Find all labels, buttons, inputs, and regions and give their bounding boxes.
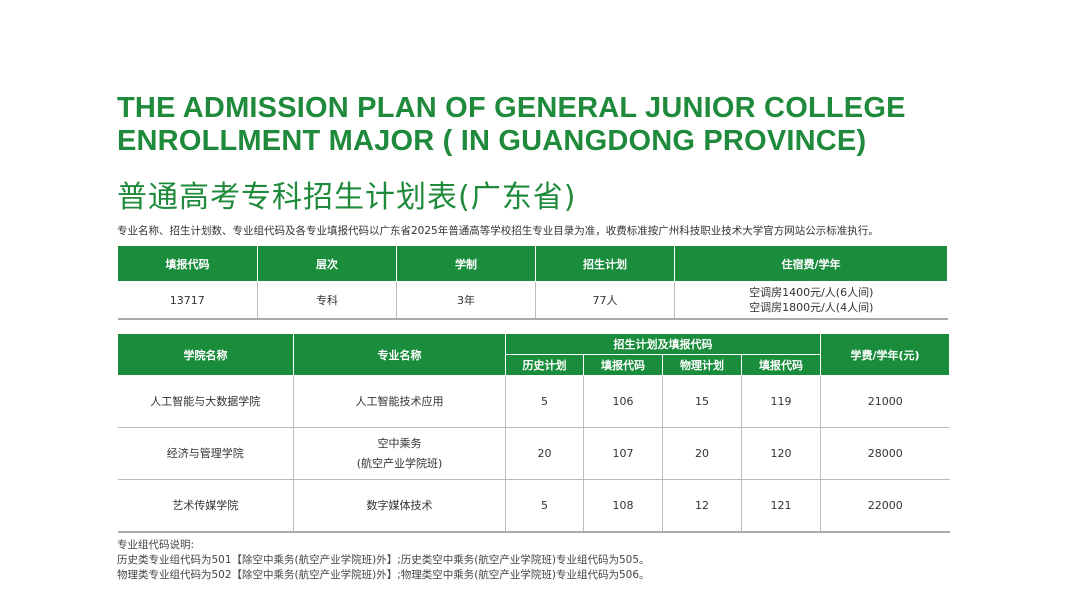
cell-history-plan: 5 [505,479,584,532]
cell-history-plan-text: 20 [537,446,552,460]
summary-table: 填报代码 层次 学制 招生计划 住宿费/学年 13717 专科 3年 77人 空… [117,245,948,320]
header-major: 专业名称 [293,333,506,376]
cell-history-code: 108 [583,479,663,532]
cell-history-code-text: 107 [612,446,634,460]
note-text: 专业名称、招生计划数、专业组代码及各专业填报代码以广东省2025年普通高等学校招… [117,225,879,237]
footnote-history: 历史类专业组代码为501【除空中乘务(航空产业学院班)外】;历史类空中乘务(航空… [117,554,650,566]
cell-fee: 21000 [821,376,950,428]
table-row: 艺术传媒学院 数字媒体技术 5 108 12 121 22000 [117,479,950,533]
header-code: 填报代码 [117,245,258,282]
cell-physics-code-text: 120 [770,446,792,460]
cell-physics-plan-text: 15 [695,394,709,408]
cell-physics-plan-text: 12 [695,498,709,512]
cell-history-code-text: 108 [612,498,634,512]
header-history-code: 填报代码 [583,354,663,376]
header-dorm-fee: 住宿费/学年 [674,245,948,282]
cell-physics-code-text: 119 [770,394,792,408]
cell-physics-code-text: 121 [770,498,792,512]
cell-fee: 28000 [821,428,950,480]
cell-history-plan: 5 [505,375,584,428]
cell-major: 空中乘务 (航空产业学院班) [293,427,506,480]
footnote: 专业组代码说明: 历史类专业组代码为501【除空中乘务(航空产业学院班)外】;历… [117,538,650,583]
cell-physics-plan: 12 [662,479,742,532]
cell-college: 艺术传媒学院 [117,479,294,532]
dorm-6: 空调房1400元/人(6人间) [749,286,874,299]
header-history-plan: 历史计划 [505,354,584,376]
dorm-4: 空调房1800元/人(4人间) [749,301,874,314]
cell-history-code: 107 [583,427,663,480]
table-row: 经济与管理学院 空中乘务 (航空产业学院班) 20 107 20 120 28000 [117,427,950,480]
cell-physics-code: 119 [741,375,821,428]
cell-physics-plan: 20 [662,427,742,480]
cell-college-text: 艺术传媒学院 [172,498,239,512]
cell-level: 专科 [257,281,397,319]
majors-table: 学院名称 专业名称 招生计划及填报代码 学费/学年(元) 历史计划 填报代码 物… [117,333,950,533]
header-college: 学院名称 [117,333,294,376]
cell-plan: 77人 [535,281,675,319]
header-fee: 学费/学年(元) [820,333,950,376]
cell-major: 数字媒体技术 [293,479,506,532]
cell-college: 人工智能与大数据学院 [117,375,294,428]
title-line-2: ENROLLMENT MAJOR ( IN GUANGDONG PROVINCE… [117,125,867,157]
header-physics-plan: 物理计划 [662,354,742,376]
cell-history-plan: 20 [505,427,584,480]
header-plan: 招生计划 [535,245,675,282]
table-row: 13717 专科 3年 77人 空调房1400元/人(6人间) 空调房1800元/… [117,281,948,320]
cell-history-plan-text: 5 [541,498,548,512]
table-row: 人工智能与大数据学院 人工智能技术应用 5 106 15 119 21000 [117,375,950,428]
header-level: 层次 [257,245,397,282]
cell-college-text: 人工智能与大数据学院 [150,394,261,408]
cell-major-text: 数字媒体技术 [366,498,433,512]
cell-fee-text: 28000 [867,446,903,460]
footnote-title: 专业组代码说明: [117,539,195,551]
cell-history-code-text: 106 [612,394,634,408]
title-line-1: THE ADMISSION PLAN OF GENERAL JUNIOR COL… [117,92,906,124]
header-physics-code: 填报代码 [741,354,821,376]
header-group: 招生计划及填报代码 [505,333,821,355]
cell-dorm-fee: 空调房1400元/人(6人间) 空调房1800元/人(4人间) [675,282,948,320]
cell-physics-plan: 15 [662,375,742,428]
cell-physics-code: 121 [741,479,821,532]
cell-major-text: 人工智能技术应用 [355,394,444,408]
cell-major: 人工智能技术应用 [293,375,506,428]
cell-fee: 22000 [821,480,950,533]
cell-code: 13717 [117,281,258,319]
cell-physics-code: 120 [741,427,821,480]
title-english: THE ADMISSION PLAN OF GENERAL JUNIOR COL… [117,92,906,158]
cell-fee-text: 22000 [867,498,903,512]
cell-history-code: 106 [583,375,663,428]
cell-fee-text: 21000 [867,394,903,408]
cell-physics-plan-text: 20 [695,446,709,460]
header-duration: 学制 [396,245,536,282]
cell-duration: 3年 [396,281,536,319]
cell-college: 经济与管理学院 [117,427,294,480]
cell-major-text: 空中乘务 [377,436,422,450]
cell-history-plan-text: 5 [541,394,548,408]
footnote-physics: 物理类专业组代码为502【除空中乘务(航空产业学院班)外】;物理类空中乘务(航空… [117,569,650,581]
title-chinese: 普通高考专科招生计划表(广东省) [117,180,577,215]
cell-major-subtitle: (航空产业学院班) [356,456,443,470]
cell-college-text: 经济与管理学院 [166,446,244,460]
